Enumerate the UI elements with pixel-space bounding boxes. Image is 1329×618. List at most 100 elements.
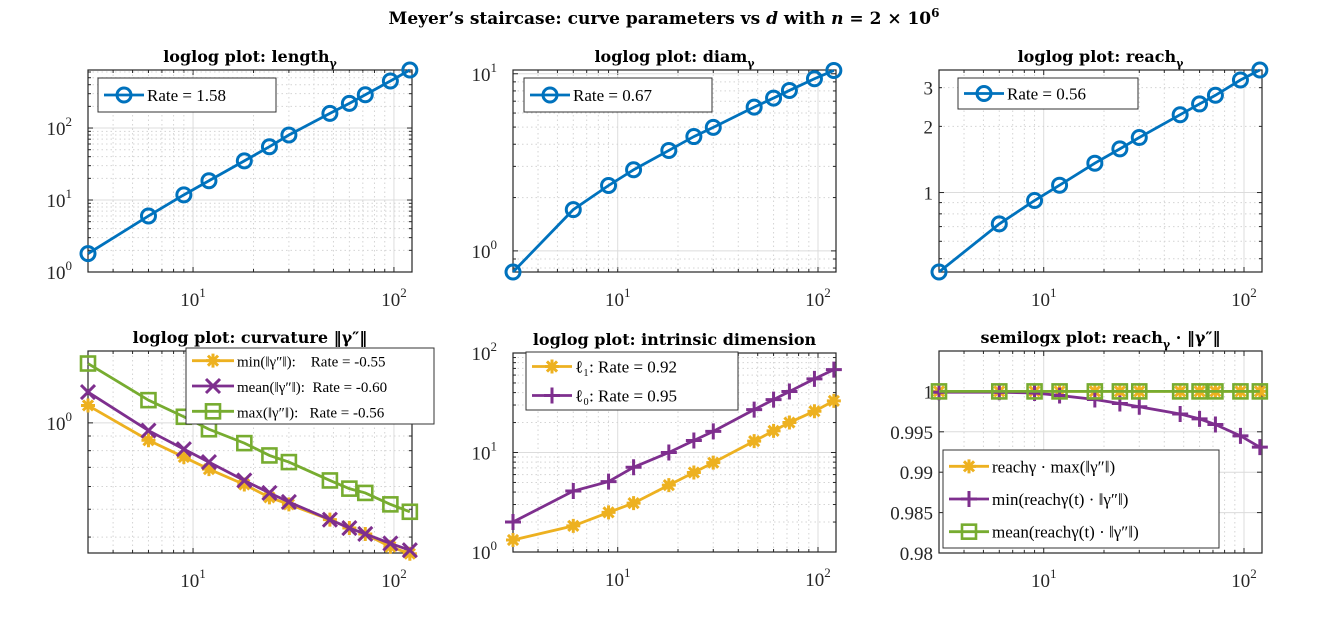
legend-label: max(‖γ″‖): Rate = -0.56 bbox=[237, 405, 385, 421]
data-point bbox=[1251, 439, 1268, 456]
data-point bbox=[236, 472, 253, 489]
panel-title: loglog plot: reachγ bbox=[1018, 47, 1185, 70]
data-point bbox=[280, 126, 298, 144]
data-point bbox=[1191, 95, 1209, 113]
data-point bbox=[1131, 398, 1148, 415]
x-tick-label: 102 bbox=[381, 285, 407, 311]
data-point bbox=[807, 404, 822, 419]
y-tick-label: 101 bbox=[472, 439, 498, 465]
data-point bbox=[176, 450, 191, 465]
legend-marker bbox=[541, 86, 559, 104]
data-point bbox=[782, 415, 797, 430]
data-point bbox=[1051, 176, 1069, 194]
series-group bbox=[79, 355, 419, 561]
data-point bbox=[200, 454, 218, 471]
data-point bbox=[930, 263, 948, 281]
data-point bbox=[506, 533, 520, 548]
data-point bbox=[235, 152, 253, 170]
data-point bbox=[237, 477, 252, 492]
legend-item: min(reachγ(t) · ‖γ″‖) bbox=[949, 490, 1128, 509]
data-point bbox=[564, 201, 582, 219]
data-point bbox=[1171, 106, 1189, 124]
panel-reach: 101 102 1 2 3 loglog plot: reachγ Rate = 0.56 bbox=[924, 47, 1269, 311]
data-point bbox=[79, 245, 97, 263]
series-yellow bbox=[506, 393, 841, 548]
data-point bbox=[383, 539, 398, 554]
series-line bbox=[512, 368, 835, 524]
legend-label: Rate = 0.56 bbox=[1007, 85, 1086, 104]
y-tick-label: 100 bbox=[47, 258, 73, 284]
data-point bbox=[504, 263, 522, 281]
legend-label: mean(reachγ(t) · ‖γ″‖) bbox=[992, 523, 1139, 542]
series-group bbox=[930, 61, 1269, 281]
legend-item: Rate = 1.58 bbox=[104, 86, 226, 105]
x-tick-label: 102 bbox=[805, 285, 831, 311]
data-point bbox=[1207, 416, 1224, 433]
data-point bbox=[140, 391, 157, 409]
y-tick-label: 100 bbox=[472, 538, 498, 564]
data-point bbox=[382, 535, 399, 552]
data-point bbox=[766, 423, 781, 438]
data-point bbox=[1172, 406, 1189, 423]
data-point bbox=[261, 484, 278, 501]
data-point bbox=[280, 493, 297, 511]
data-point bbox=[1207, 383, 1224, 400]
panel-reach-curv: 101 102 0.98 0.985 0.99 0.995 1 semilogx plot: … bbox=[890, 328, 1269, 592]
data-point bbox=[990, 215, 1008, 233]
data-point bbox=[745, 98, 763, 116]
data-point bbox=[262, 490, 277, 505]
legend-item: ℓ₀: Rate = 0.95 bbox=[532, 387, 677, 406]
data-point bbox=[1191, 410, 1208, 427]
panel-diam: 101 102 100 101 loglog plot: diamγ Rate = 0.6… bbox=[472, 47, 843, 311]
data-point bbox=[141, 433, 156, 448]
legend: min(‖γ″‖): Rate = -0.55 mean(‖γ″‖): Rate … bbox=[185, 347, 435, 425]
data-point bbox=[505, 514, 521, 531]
legend-marker bbox=[975, 85, 993, 102]
y-tick-label: 102 bbox=[472, 339, 498, 365]
data-point bbox=[685, 128, 703, 146]
legend-label: Rate = 0.67 bbox=[573, 86, 652, 105]
data-point bbox=[1111, 140, 1129, 158]
legend-item: reachγ · max(‖γ″‖) bbox=[949, 457, 1115, 476]
series-blue bbox=[79, 61, 419, 263]
data-point bbox=[139, 207, 157, 225]
y-tick-label: 100 bbox=[47, 409, 73, 435]
legend-marker bbox=[961, 491, 977, 507]
data-point bbox=[780, 81, 798, 99]
x-tick-label: 102 bbox=[1231, 566, 1257, 592]
axes-box bbox=[938, 350, 1263, 554]
series-blue bbox=[930, 61, 1269, 281]
legend-item: mean(reachγ(t) · ‖γ″‖) bbox=[949, 523, 1139, 542]
data-point bbox=[382, 496, 399, 513]
series-purple bbox=[79, 384, 418, 559]
panel-title: loglog plot: curvature ‖γ″‖ bbox=[133, 328, 368, 347]
y-tick-label: 1 bbox=[924, 184, 934, 205]
data-point bbox=[401, 542, 418, 559]
data-point bbox=[1086, 383, 1104, 400]
data-point bbox=[1171, 383, 1189, 400]
data-point bbox=[825, 61, 843, 79]
legend-item: ℓ₁: Rate = 0.92 bbox=[532, 358, 677, 377]
data-point bbox=[990, 383, 1008, 400]
legend-label: min(‖γ″‖): Rate = -0.55 bbox=[237, 355, 385, 371]
x-tick-label: 101 bbox=[605, 565, 631, 591]
data-point bbox=[705, 423, 722, 440]
data-point bbox=[704, 118, 722, 136]
data-point bbox=[601, 505, 616, 520]
data-point bbox=[747, 434, 762, 449]
y-tick-label: 0.985 bbox=[890, 504, 933, 525]
legend-box bbox=[525, 351, 739, 411]
data-point bbox=[402, 546, 417, 561]
data-point bbox=[261, 447, 278, 464]
axes-box bbox=[938, 69, 1263, 273]
data-point bbox=[625, 459, 642, 476]
data-point bbox=[600, 473, 617, 490]
x-tick-label: 101 bbox=[605, 285, 631, 311]
data-point bbox=[1231, 71, 1249, 89]
data-point bbox=[706, 455, 721, 470]
data-point bbox=[356, 484, 374, 502]
series-group bbox=[504, 61, 843, 281]
data-point bbox=[280, 453, 298, 471]
legend: Rate = 0.56 bbox=[957, 77, 1139, 110]
